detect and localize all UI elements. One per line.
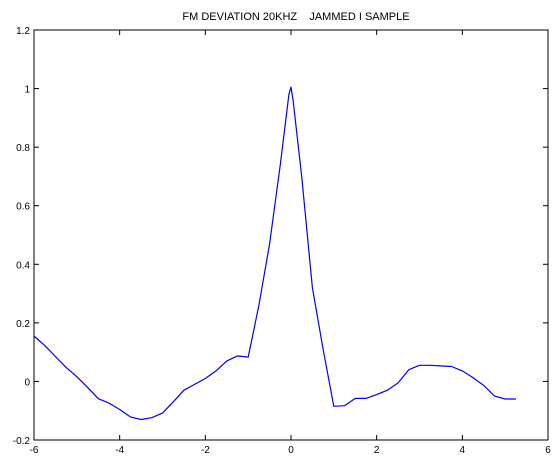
y-tick-label: 1 [24, 85, 30, 96]
plot-frame [33, 29, 549, 441]
x-tick-label: 6 [545, 445, 551, 456]
y-tick-label: 0.4 [16, 260, 30, 271]
y-tick-label: 0.2 [16, 319, 30, 330]
x-tick-label: -2 [201, 445, 210, 456]
y-tick-label: 0.8 [16, 143, 30, 154]
y-tick-label: 0.6 [16, 202, 30, 213]
x-tick-label: 0 [288, 445, 294, 456]
x-tick-label: 4 [460, 445, 466, 456]
y-tick-label: -0.2 [13, 436, 31, 447]
x-tick-label: -4 [115, 445, 124, 456]
series-line [33, 86, 516, 421]
axis-ticks: -6 -4 -2 0 2 4 6 -0.2 0 0.2 0.4 0.6 0.8 1 1.2 [13, 26, 551, 456]
chart-title: FM DEVIATION 20KHZ JAMMED I SAMPLE [182, 11, 409, 23]
series-group [33, 86, 516, 421]
y-tick-label: 1.2 [16, 26, 30, 37]
y-tick-label: 0 [24, 377, 30, 388]
x-tick-label: -6 [30, 445, 39, 456]
x-tick-label: 2 [374, 445, 380, 456]
